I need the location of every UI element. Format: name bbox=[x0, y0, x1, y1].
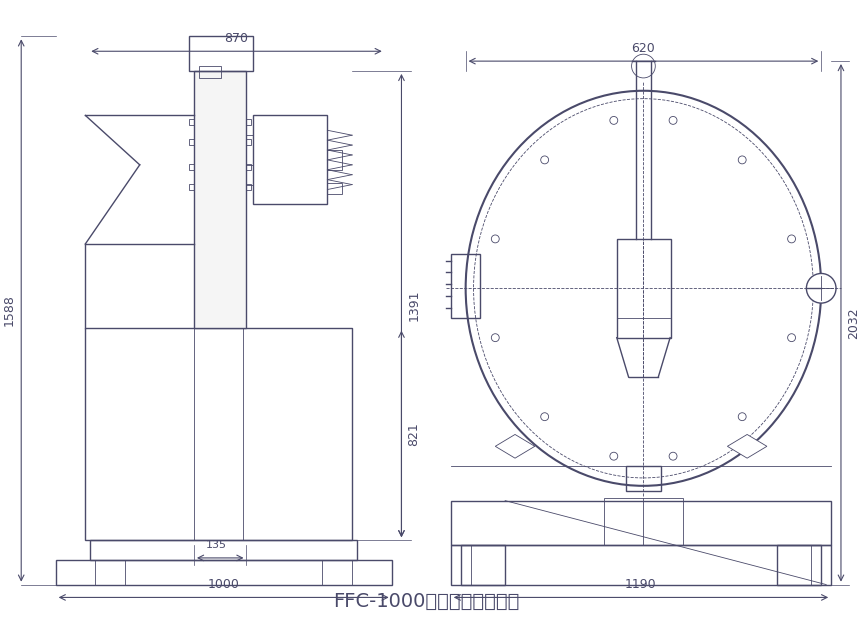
Text: 2032: 2032 bbox=[847, 307, 860, 339]
Circle shape bbox=[738, 412, 746, 421]
Bar bbox=[189, 120, 194, 125]
Bar bbox=[777, 545, 821, 584]
Bar bbox=[247, 139, 251, 145]
Bar bbox=[626, 466, 661, 491]
Bar bbox=[56, 560, 391, 584]
Circle shape bbox=[631, 54, 655, 78]
Text: FFC-1000型粉碎机外形尺寸: FFC-1000型粉碎机外形尺寸 bbox=[333, 592, 519, 611]
Circle shape bbox=[669, 117, 677, 125]
Circle shape bbox=[788, 235, 796, 243]
Bar bbox=[322, 560, 352, 584]
Circle shape bbox=[491, 235, 500, 243]
Circle shape bbox=[788, 334, 796, 341]
Bar bbox=[247, 184, 251, 189]
Circle shape bbox=[541, 156, 549, 164]
Bar bbox=[617, 239, 671, 338]
Bar bbox=[254, 115, 328, 204]
Bar bbox=[194, 71, 247, 328]
Circle shape bbox=[738, 156, 746, 164]
Polygon shape bbox=[728, 434, 767, 458]
Bar bbox=[199, 66, 221, 78]
Bar bbox=[461, 545, 470, 584]
Circle shape bbox=[807, 273, 836, 303]
Bar bbox=[189, 164, 194, 170]
Bar bbox=[189, 36, 254, 71]
Bar bbox=[328, 183, 342, 194]
Ellipse shape bbox=[465, 91, 821, 486]
Text: 1000: 1000 bbox=[208, 579, 240, 591]
Bar bbox=[90, 540, 357, 560]
Bar bbox=[95, 560, 125, 584]
Bar bbox=[189, 184, 194, 189]
Polygon shape bbox=[495, 434, 535, 458]
Bar bbox=[604, 498, 683, 545]
Circle shape bbox=[610, 452, 617, 460]
Bar bbox=[451, 545, 831, 584]
Text: 1588: 1588 bbox=[3, 295, 15, 326]
Bar bbox=[247, 164, 251, 170]
Bar bbox=[189, 139, 194, 145]
Bar bbox=[461, 545, 505, 584]
Bar bbox=[328, 150, 342, 170]
Text: 1190: 1190 bbox=[625, 579, 657, 591]
Circle shape bbox=[541, 412, 549, 421]
Bar bbox=[85, 328, 352, 540]
Bar bbox=[451, 254, 481, 318]
Text: 135: 135 bbox=[206, 540, 227, 550]
Text: 821: 821 bbox=[408, 422, 421, 446]
Text: 620: 620 bbox=[631, 42, 655, 55]
Bar bbox=[811, 545, 821, 584]
Bar bbox=[247, 120, 251, 125]
Text: 870: 870 bbox=[224, 32, 249, 45]
Circle shape bbox=[610, 117, 617, 125]
Circle shape bbox=[491, 334, 500, 341]
Text: 1391: 1391 bbox=[408, 290, 421, 321]
Circle shape bbox=[669, 452, 677, 460]
Bar bbox=[451, 501, 831, 545]
